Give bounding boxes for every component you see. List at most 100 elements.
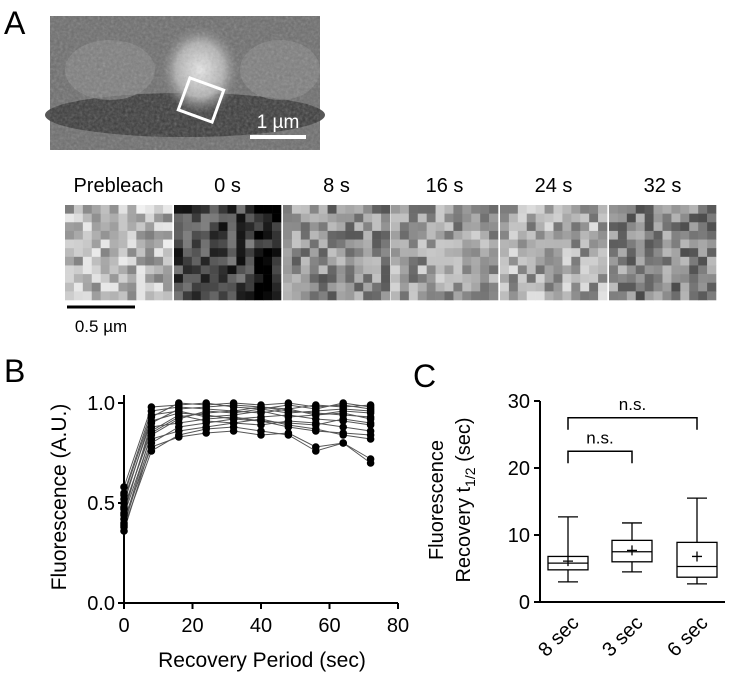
tile-pixel bbox=[336, 256, 346, 266]
tile-pixel bbox=[517, 213, 528, 223]
data-point bbox=[284, 421, 293, 429]
tile-pixel bbox=[662, 222, 672, 232]
tile-pixel bbox=[635, 213, 645, 223]
tile-pixel bbox=[209, 222, 219, 232]
tile-pixel bbox=[73, 230, 84, 240]
tile-pixel bbox=[508, 213, 519, 223]
tile-pixel bbox=[535, 239, 545, 249]
tile-pixel bbox=[309, 256, 319, 266]
tile-pixel bbox=[444, 230, 454, 240]
tile-pixel bbox=[500, 230, 510, 240]
tile-pixel bbox=[236, 265, 246, 275]
tile-pixel bbox=[154, 222, 164, 232]
tile-pixel bbox=[562, 256, 572, 266]
panel-label: C bbox=[413, 358, 436, 394]
tile-pixel bbox=[580, 265, 590, 275]
tile-pixel bbox=[163, 274, 173, 284]
tile-pixel bbox=[417, 205, 427, 214]
tile-pixel bbox=[707, 265, 717, 275]
tile-pixel bbox=[300, 291, 311, 301]
tile-pixel bbox=[354, 274, 364, 284]
tile-pixel bbox=[435, 282, 445, 292]
tile-pixel bbox=[500, 274, 510, 284]
y-tick-label: 1.0 bbox=[87, 393, 115, 415]
tile-pixel bbox=[408, 230, 419, 240]
tile-pixel bbox=[417, 256, 427, 266]
tile-pixel bbox=[309, 213, 319, 223]
tile-pixel bbox=[163, 222, 173, 232]
tile-pixel bbox=[363, 239, 373, 249]
tile-pixel bbox=[336, 230, 346, 240]
tile-pixel bbox=[272, 230, 282, 240]
data-point bbox=[284, 413, 293, 421]
tile-pixel bbox=[444, 256, 454, 266]
tile-pixel bbox=[526, 205, 536, 214]
tile-pixel bbox=[100, 248, 110, 258]
tile-pixel bbox=[336, 239, 346, 249]
tile-pixel bbox=[145, 239, 155, 249]
tile-pixel bbox=[571, 265, 581, 275]
tile-pixel bbox=[435, 256, 445, 266]
tile-pixel bbox=[82, 230, 93, 240]
tile-pixel bbox=[236, 282, 246, 292]
tile-pixel bbox=[562, 248, 572, 258]
tile-pixel bbox=[526, 213, 536, 223]
tile-pixel bbox=[698, 205, 708, 214]
tile-pixel bbox=[489, 256, 499, 266]
tile-pixel bbox=[363, 230, 373, 240]
tile-pixel bbox=[91, 256, 101, 266]
tile-pixel bbox=[200, 265, 210, 275]
tile-pixel bbox=[517, 230, 528, 240]
tile-pixel bbox=[435, 248, 445, 258]
data-point bbox=[312, 419, 320, 427]
tile-pixel bbox=[245, 291, 255, 301]
tile-pixel bbox=[82, 274, 93, 284]
significance-label: n.s. bbox=[619, 395, 646, 414]
tile-pixel bbox=[609, 239, 619, 249]
tile-pixel bbox=[163, 248, 173, 258]
tile-pixel bbox=[283, 230, 293, 240]
tile-pixel bbox=[263, 230, 273, 240]
tile-pixel bbox=[127, 256, 137, 266]
tile-pixel bbox=[182, 256, 193, 266]
tile-pixel bbox=[318, 230, 328, 240]
tile-pixel bbox=[363, 222, 373, 232]
x-tick-label: 80 bbox=[387, 615, 409, 637]
tile-pixel bbox=[653, 274, 663, 284]
tile-pixel bbox=[391, 291, 401, 301]
tile-pixel bbox=[145, 205, 155, 214]
tile-pixel bbox=[291, 291, 302, 301]
tile-pixel bbox=[589, 239, 599, 249]
tile-pixel bbox=[154, 291, 164, 301]
micrograph: 1 µm bbox=[45, 16, 325, 150]
tile-pixel bbox=[345, 205, 355, 214]
tile-pixel bbox=[580, 291, 590, 301]
tile-pixel bbox=[399, 291, 410, 301]
tile-pixel bbox=[65, 248, 75, 258]
tile-pixel bbox=[517, 291, 528, 301]
tile-pixel bbox=[544, 291, 554, 301]
tile-pixel bbox=[671, 265, 681, 275]
tile-pixel bbox=[471, 265, 481, 275]
tile-pixel bbox=[327, 282, 337, 292]
tile-pixel bbox=[707, 274, 717, 284]
tile-pixel bbox=[544, 213, 554, 223]
tile-pixel bbox=[109, 265, 119, 275]
tile-pixel bbox=[372, 222, 382, 232]
tile-pixel bbox=[471, 291, 481, 301]
tile-pixel bbox=[381, 213, 391, 223]
tile-pixel bbox=[544, 230, 554, 240]
tile-pixel bbox=[571, 256, 581, 266]
tile-pixel bbox=[309, 282, 319, 292]
tile-pixel bbox=[544, 239, 554, 249]
tile-pixel bbox=[426, 265, 436, 275]
tile-pixel bbox=[218, 274, 228, 284]
tile-pixel bbox=[462, 282, 472, 292]
tile-pixel bbox=[562, 274, 572, 284]
tile-pixel bbox=[535, 265, 545, 275]
data-point bbox=[147, 427, 156, 435]
tile-pixel bbox=[535, 230, 545, 240]
tile-pixel bbox=[100, 205, 110, 214]
tile-pixel bbox=[318, 205, 328, 214]
tile-pixel bbox=[535, 222, 545, 232]
